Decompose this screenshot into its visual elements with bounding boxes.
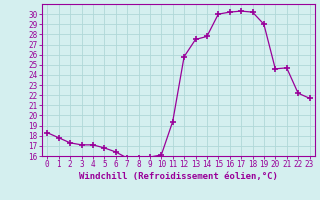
X-axis label: Windchill (Refroidissement éolien,°C): Windchill (Refroidissement éolien,°C)	[79, 172, 278, 181]
